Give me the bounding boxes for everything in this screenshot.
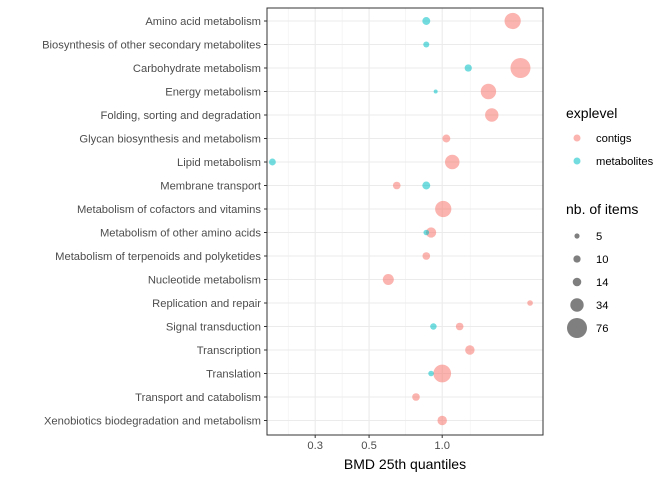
point-contigs bbox=[392, 181, 401, 190]
point-contigs bbox=[437, 415, 447, 426]
legend-key-metabolites bbox=[573, 157, 581, 165]
size-legend-keys: 5 10 14 34 76 bbox=[567, 231, 608, 338]
size-legend-label: 5 bbox=[596, 231, 602, 243]
size-legend-title: nb. of items bbox=[566, 201, 638, 217]
size-legend-label: 76 bbox=[596, 323, 608, 335]
point-contigs bbox=[425, 227, 437, 238]
y-tick-label: Transcription bbox=[197, 345, 261, 357]
y-tick-label: Folding, sorting and degradation bbox=[101, 110, 261, 122]
y-tick-label: Metabolism of terpenoids and polyketides bbox=[55, 251, 261, 263]
x-tick-label: 1.0 bbox=[434, 440, 450, 452]
y-tick-label: Translation bbox=[206, 369, 261, 381]
color-legend: explevel contigs metabolites bbox=[566, 105, 654, 168]
point-metabolites bbox=[268, 158, 276, 166]
point-contigs bbox=[465, 345, 475, 355]
point-contigs bbox=[455, 322, 464, 331]
size-legend-label: 14 bbox=[596, 277, 608, 289]
point-metabolites bbox=[422, 17, 431, 25]
point-contigs bbox=[485, 108, 499, 122]
y-tick-label: Biosynthesis of other secondary metaboli… bbox=[42, 40, 261, 52]
point-contigs bbox=[435, 200, 452, 218]
legend-label-metabolites: metabolites bbox=[596, 156, 654, 168]
point-contigs bbox=[504, 12, 521, 30]
point-metabolites bbox=[430, 323, 437, 330]
point-contigs bbox=[527, 300, 533, 306]
y-tick-label: Signal transduction bbox=[166, 322, 261, 334]
y-tick-label: Energy metabolism bbox=[165, 87, 261, 99]
point-contigs bbox=[433, 364, 452, 383]
size-legend-key bbox=[570, 298, 584, 312]
point-metabolites bbox=[428, 370, 434, 377]
point-metabolites bbox=[423, 41, 430, 48]
legend-key-contigs bbox=[573, 134, 581, 142]
x-tick-label: 0.5 bbox=[361, 440, 377, 452]
point-metabolites bbox=[464, 64, 472, 72]
point-contigs bbox=[382, 273, 394, 286]
y-tick-label: Xenobiotics biodegradation and metabolis… bbox=[44, 416, 261, 428]
point-metabolites bbox=[433, 89, 438, 94]
y-tick-label: Transport and catabolism bbox=[135, 392, 261, 404]
grid bbox=[267, 8, 543, 435]
y-tick-label: Glycan biosynthesis and metabolism bbox=[79, 134, 261, 146]
panel-background bbox=[267, 8, 543, 435]
y-axis-labels: Amino acid metabolism Biosynthesis of oth… bbox=[42, 16, 267, 428]
data-points bbox=[268, 12, 533, 426]
y-tick-label: Nucleotide metabolism bbox=[148, 275, 261, 287]
point-contigs bbox=[480, 83, 497, 100]
point-metabolites bbox=[423, 229, 430, 236]
size-legend-label: 34 bbox=[596, 300, 608, 312]
panel-border bbox=[266, 7, 544, 436]
point-contigs bbox=[510, 58, 531, 78]
y-tick-label: Lipid metabolism bbox=[177, 157, 261, 169]
size-legend-key bbox=[567, 318, 587, 338]
size-legend-key bbox=[572, 277, 582, 287]
y-tick-label: Carbohydrate metabolism bbox=[133, 63, 261, 75]
y-tick-label: Replication and repair bbox=[152, 298, 261, 310]
size-legend-key bbox=[574, 233, 580, 239]
x-tick-label: 0.3 bbox=[307, 440, 323, 452]
y-tick-label: Metabolism of cofactors and vitamins bbox=[77, 204, 261, 216]
y-tick-label: Amino acid metabolism bbox=[145, 16, 261, 28]
size-legend-key bbox=[573, 255, 581, 263]
y-tick-label: Membrane transport bbox=[160, 181, 262, 193]
y-tick-label: Metabolism of other amino acids bbox=[100, 228, 261, 240]
point-contigs bbox=[442, 134, 451, 143]
point-contigs bbox=[422, 252, 431, 260]
color-legend-title: explevel bbox=[566, 105, 617, 121]
legend-label-contigs: contigs bbox=[596, 133, 632, 145]
point-metabolites bbox=[422, 181, 431, 190]
size-legend-label: 10 bbox=[596, 254, 608, 266]
point-contigs bbox=[444, 154, 460, 170]
x-axis-title: BMD 25th quantiles bbox=[344, 456, 466, 472]
point-contigs bbox=[412, 393, 420, 401]
x-axis-ticks: 0.3 0.5 1.0 bbox=[307, 435, 450, 452]
size-legend: nb. of items 5 10 14 34 76 bbox=[566, 201, 638, 338]
